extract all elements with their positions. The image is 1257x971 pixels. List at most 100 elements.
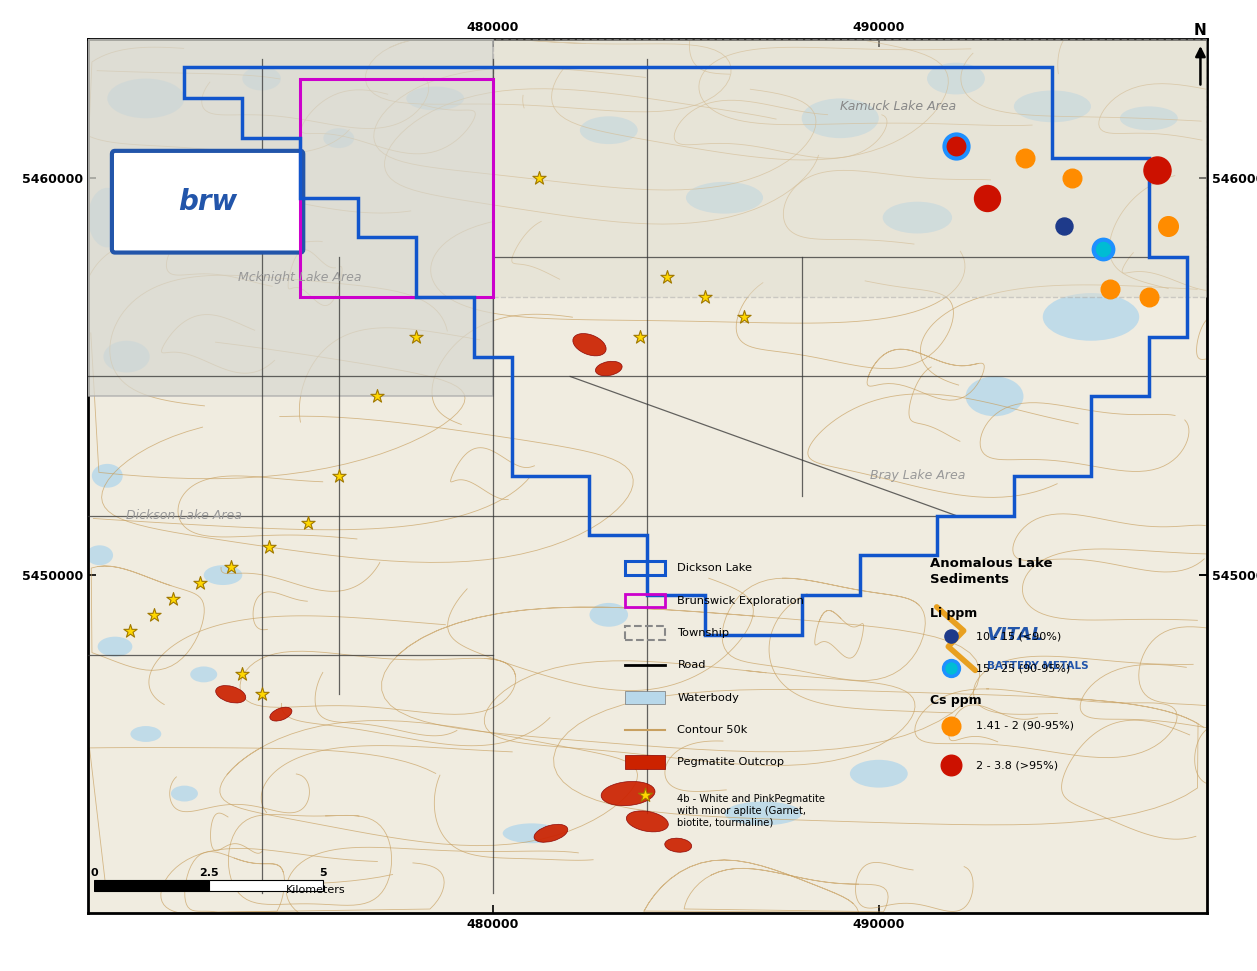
Point — [1100, 282, 1120, 297]
Point — [259, 540, 279, 555]
Ellipse shape — [103, 341, 150, 373]
Point — [143, 607, 163, 622]
Ellipse shape — [596, 361, 622, 376]
Text: 2 - 3.8 (>95%): 2 - 3.8 (>95%) — [977, 760, 1058, 770]
Ellipse shape — [1120, 107, 1178, 130]
Text: 2.5: 2.5 — [199, 868, 219, 878]
Ellipse shape — [850, 759, 908, 787]
Text: Anomalous Lake
Sediments: Anomalous Lake Sediments — [930, 557, 1052, 586]
Ellipse shape — [204, 565, 243, 585]
Text: Brunswick Exploration: Brunswick Exploration — [678, 595, 804, 606]
Text: brw: brw — [178, 187, 238, 216]
Ellipse shape — [579, 117, 637, 144]
Point — [367, 388, 387, 404]
Text: 15 - 25 (90-95%): 15 - 25 (90-95%) — [977, 663, 1071, 674]
Point — [947, 138, 967, 153]
Ellipse shape — [590, 603, 628, 626]
Text: Kamuck Lake Area: Kamuck Lake Area — [840, 100, 957, 113]
Bar — [493, 39, 1207, 297]
Text: Cs ppm: Cs ppm — [930, 693, 982, 707]
Ellipse shape — [243, 67, 280, 90]
Point — [298, 516, 318, 531]
Point — [635, 787, 655, 802]
Ellipse shape — [98, 637, 132, 656]
Text: Waterbody: Waterbody — [678, 692, 739, 703]
Point — [529, 170, 549, 185]
Bar — [625, 755, 665, 769]
Bar — [625, 593, 665, 608]
Ellipse shape — [1043, 293, 1139, 341]
FancyBboxPatch shape — [112, 151, 303, 252]
Text: Dickson Lake: Dickson Lake — [678, 563, 753, 573]
Point — [251, 686, 272, 702]
Ellipse shape — [802, 98, 879, 138]
Ellipse shape — [724, 801, 802, 825]
Point — [941, 660, 962, 676]
Ellipse shape — [1014, 90, 1091, 122]
Ellipse shape — [92, 464, 123, 487]
Point — [941, 757, 962, 773]
Ellipse shape — [107, 79, 185, 118]
Text: N: N — [1194, 23, 1207, 39]
Text: Li ppm: Li ppm — [930, 608, 977, 620]
Ellipse shape — [601, 782, 655, 806]
Text: Contour 50k: Contour 50k — [678, 725, 748, 735]
Text: BATTERY METALS: BATTERY METALS — [987, 661, 1089, 672]
Ellipse shape — [882, 202, 952, 233]
Text: Pegmatite Outcrop: Pegmatite Outcrop — [678, 757, 784, 767]
Ellipse shape — [534, 824, 568, 842]
Text: Township: Township — [678, 628, 729, 638]
Point — [630, 329, 650, 345]
Bar — [625, 690, 665, 704]
Ellipse shape — [686, 182, 763, 214]
Text: 10 - 15 (<90%): 10 - 15 (<90%) — [977, 631, 1061, 641]
Ellipse shape — [626, 811, 669, 832]
Ellipse shape — [270, 707, 292, 721]
Text: Kilometers: Kilometers — [287, 885, 346, 895]
Ellipse shape — [88, 187, 127, 248]
Ellipse shape — [171, 786, 197, 801]
Point — [1092, 242, 1112, 257]
Ellipse shape — [665, 838, 691, 853]
Point — [163, 591, 184, 607]
Point — [941, 628, 962, 644]
Text: Mcknight Lake Area: Mcknight Lake Area — [239, 271, 362, 284]
Point — [1139, 289, 1159, 305]
Point — [406, 329, 426, 345]
Text: VITAL: VITAL — [987, 625, 1043, 644]
Ellipse shape — [131, 726, 161, 742]
Text: Road: Road — [678, 660, 706, 670]
Point — [121, 623, 141, 639]
Point — [1146, 162, 1166, 178]
Point — [1053, 218, 1073, 233]
Point — [734, 309, 754, 324]
Bar — [209, 880, 323, 890]
Ellipse shape — [190, 666, 217, 683]
Bar — [625, 561, 665, 575]
Ellipse shape — [573, 334, 606, 355]
Bar — [300, 79, 493, 297]
Ellipse shape — [965, 377, 1023, 417]
Bar — [94, 880, 209, 890]
Ellipse shape — [928, 63, 985, 94]
Text: 0: 0 — [91, 868, 98, 878]
Bar — [625, 626, 665, 640]
Point — [233, 667, 253, 683]
Point — [656, 269, 676, 285]
Ellipse shape — [406, 86, 464, 111]
Point — [221, 559, 241, 575]
Ellipse shape — [216, 686, 246, 703]
Point — [695, 289, 715, 305]
Point — [328, 468, 348, 484]
Point — [977, 190, 997, 206]
Point — [1062, 170, 1082, 185]
Text: 1.41 - 2 (90-95%): 1.41 - 2 (90-95%) — [977, 720, 1075, 731]
Ellipse shape — [85, 546, 113, 565]
Text: Dickson Lake Area: Dickson Lake Area — [127, 509, 243, 522]
Point — [190, 575, 210, 590]
Point — [941, 719, 962, 734]
Point — [1016, 151, 1036, 166]
Bar — [88, 39, 493, 396]
Text: Bray Lake Area: Bray Lake Area — [870, 469, 965, 483]
Text: 4b - White and PinkPegmatite
with minor aplite (Garnet,
biotite, tourmaline): 4b - White and PinkPegmatite with minor … — [678, 794, 826, 827]
